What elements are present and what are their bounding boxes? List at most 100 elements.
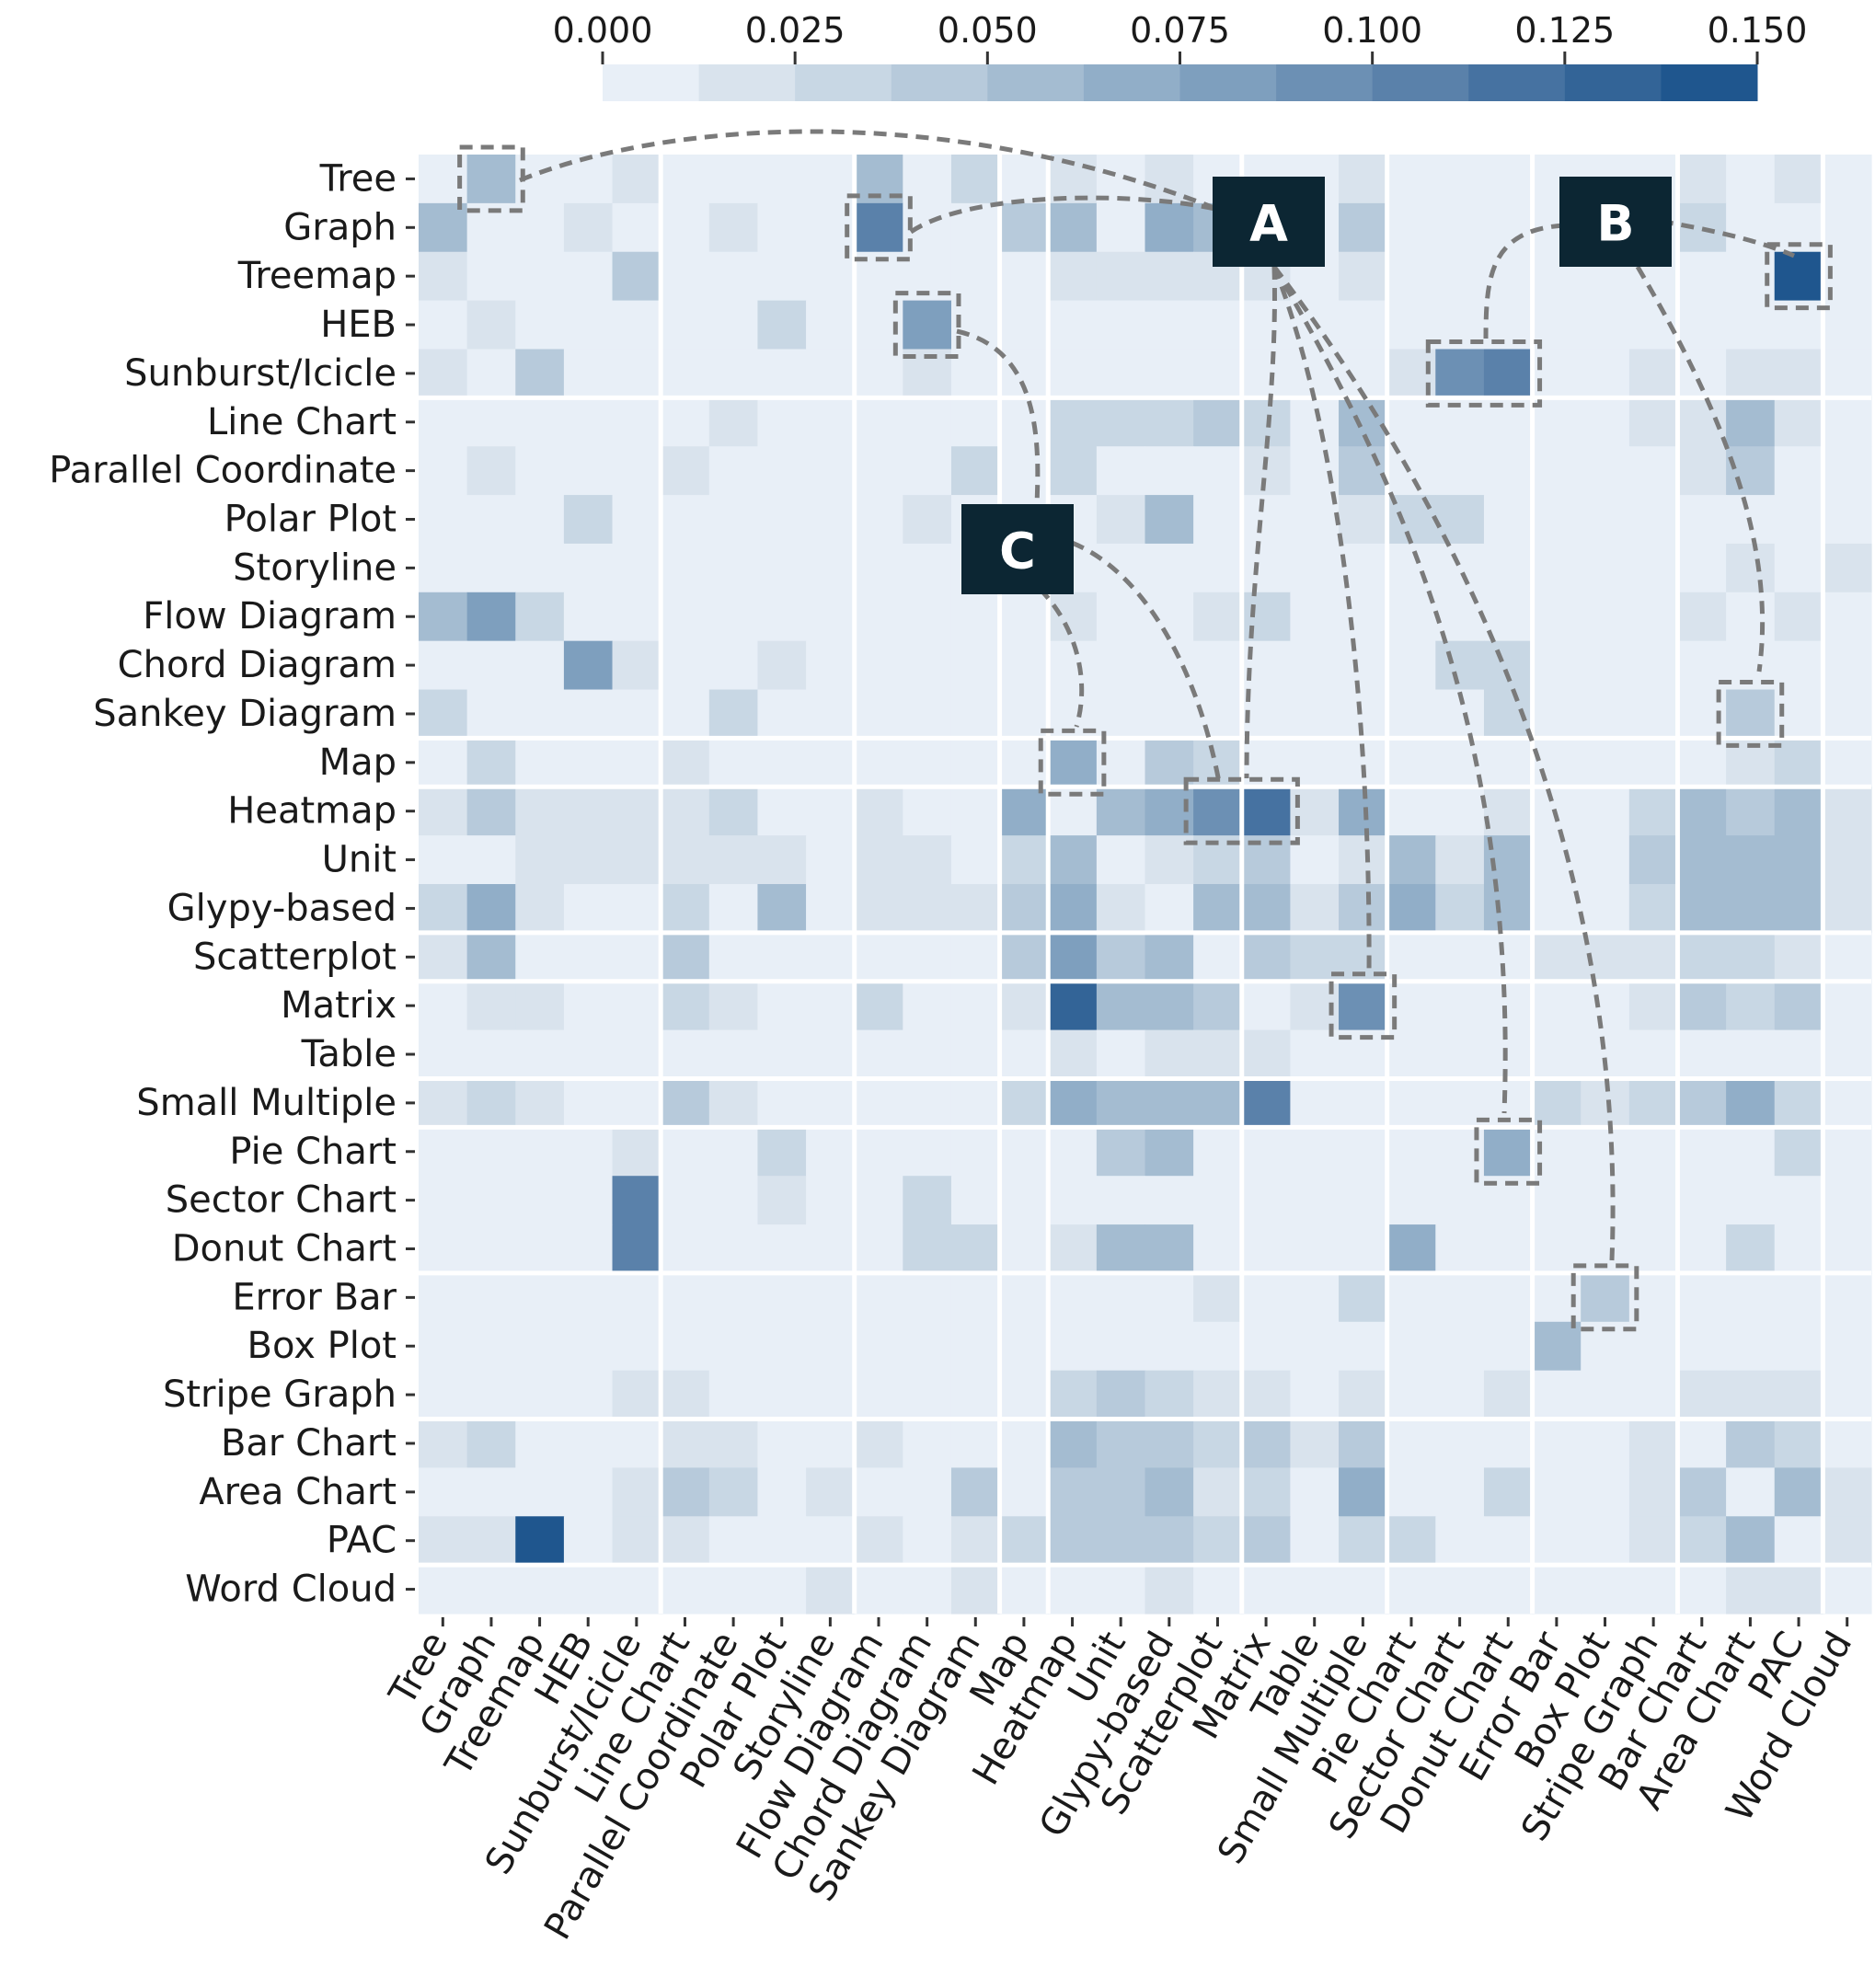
heatmap-cell-pie-chart-chord-diagram <box>903 1127 952 1177</box>
heatmap-cell-glypy-based-bar-chart <box>1677 884 1727 934</box>
heatmap-cell-sector-chart-unit <box>1096 1176 1146 1225</box>
heatmap-cell-error-bar-treemap <box>515 1272 565 1323</box>
heatmap-cell-table-box-plot <box>1581 1029 1630 1080</box>
heatmap-cell-stripe-graph-word-cloud <box>1823 1370 1872 1420</box>
heatmap-cell-line-chart-small-multiple <box>1339 397 1388 447</box>
heatmap-cell-glypy-based-sector-chart <box>1435 884 1485 934</box>
heatmap-cell-error-bar-scatterplot <box>1193 1272 1243 1323</box>
heatmap-cell-bar-chart-storyline <box>806 1419 856 1468</box>
heatmap-cell-unit-pie-chart <box>1386 835 1436 885</box>
heatmap-cell-scatterplot-matrix <box>1241 932 1291 983</box>
heatmap-cell-chord-diagram-pac <box>1774 640 1823 691</box>
heatmap-cell-glypy-based-tree <box>419 884 468 934</box>
heatmap-cell-error-bar-flow-diagram <box>854 1272 903 1323</box>
heatmap-cell-storyline-graph <box>466 543 516 593</box>
heatmap-cell-unit-heb <box>563 835 614 885</box>
heatmap-cell-matrix-scatterplot <box>1193 981 1243 1031</box>
heatmap-cell-chord-diagram-line-chart <box>661 640 710 691</box>
heatmap-cell-glypy-based-polar-plot <box>757 884 807 934</box>
heatmap-cell-unit-tree <box>419 835 468 885</box>
heatmap-cell-pie-chart-stripe-graph <box>1628 1127 1679 1177</box>
heatmap-cell-pac-scatterplot <box>1193 1516 1243 1566</box>
heatmap-cell-treemap-map <box>999 251 1049 302</box>
heatmap-cell-area-chart-heatmap <box>1048 1467 1098 1517</box>
heatmap-cell-stripe-graph-storyline <box>806 1370 856 1420</box>
heatmap-cell-treemap-line-chart <box>661 251 710 302</box>
heatmap-cell-chord-diagram-error-bar <box>1532 640 1582 691</box>
heatmap-cell-line-chart-treemap <box>515 397 565 447</box>
heatmap-cell-parallel-coordinate-chord-diagram <box>903 446 952 496</box>
heatmap-cell-polar-plot-chord-diagram <box>903 495 952 545</box>
y-tick-label-donut-chart: Donut Chart <box>172 1228 397 1270</box>
heatmap-cell-flow-diagram-graph <box>466 592 516 642</box>
heatmap-cell-donut-chart-stripe-graph <box>1628 1224 1679 1274</box>
heatmap-cell-pac-parallel-coordinate <box>708 1516 759 1566</box>
heatmap-cell-sankey-diagram-sankey-diagram <box>950 689 1001 739</box>
heatmap-cell-flow-diagram-line-chart <box>661 592 710 642</box>
heatmap-cell-sunburst-icicle-heatmap <box>1048 349 1098 398</box>
heatmap-cell-bar-chart-pie-chart <box>1386 1419 1436 1468</box>
heatmap-cell-pie-chart-area-chart <box>1726 1127 1776 1177</box>
heatmap-cell-pie-chart-scatterplot <box>1193 1127 1243 1177</box>
heatmap-cell-bar-chart-graph <box>466 1419 516 1468</box>
heatmap-cell-word-cloud-word-cloud <box>1823 1565 1872 1615</box>
heatmap-cell-treemap-tree <box>419 251 468 302</box>
heatmap-cell-word-cloud-small-multiple <box>1339 1565 1388 1615</box>
y-tick-label-glypy-based: Glypy-based <box>167 887 397 929</box>
y-tick-label-area-chart: Area Chart <box>199 1471 397 1513</box>
heatmap-cell-pie-chart-graph <box>466 1127 516 1177</box>
heatmap-cell-tree-parallel-coordinate <box>708 155 759 204</box>
heatmap-cell-small-multiple-sankey-diagram <box>950 1078 1001 1128</box>
heatmap-cell-word-cloud-line-chart <box>661 1565 710 1615</box>
heatmap-cell-map-polar-plot <box>757 738 807 787</box>
heatmap-cell-sankey-diagram-table <box>1290 689 1340 739</box>
heatmap-cell-sunburst-icicle-pac <box>1774 349 1823 398</box>
y-tick-label-sector-chart: Sector Chart <box>166 1179 397 1222</box>
heatmap-cell-donut-chart-treemap <box>515 1224 565 1274</box>
heatmap-cell-donut-chart-unit <box>1096 1224 1146 1274</box>
heatmap-cell-donut-chart-storyline <box>806 1224 856 1274</box>
heatmap-cell-parallel-coordinate-glypy-based <box>1145 446 1194 496</box>
heatmap-cell-error-bar-bar-chart <box>1677 1272 1727 1323</box>
heatmap-cell-sector-chart-pie-chart <box>1386 1176 1436 1225</box>
heatmap-cell-table-graph <box>466 1029 516 1080</box>
heatmap-cell-error-bar-donut-chart <box>1483 1272 1534 1323</box>
heatmap-cell-unit-parallel-coordinate <box>708 835 759 885</box>
heatmap-cell-scatterplot-area-chart <box>1726 932 1776 983</box>
heatmap-cell-stripe-graph-flow-diagram <box>854 1370 903 1420</box>
heatmap-cell-sector-chart-line-chart <box>661 1176 710 1225</box>
heatmap-cell-table-sunburst-icicle <box>612 1029 661 1080</box>
heatmap-cell-map-line-chart <box>661 738 710 787</box>
heatmap-cell-glypy-based-word-cloud <box>1823 884 1872 934</box>
heatmap-cell-box-plot-polar-plot <box>757 1321 807 1372</box>
heatmap-cell-sankey-diagram-sunburst-icicle <box>612 689 661 739</box>
heatmap-cell-error-bar-map <box>999 1272 1049 1323</box>
heatmap-cell-box-plot-tree <box>419 1321 468 1372</box>
heatmap-cell-polar-plot-word-cloud <box>1823 495 1872 545</box>
heatmap-cell-area-chart-box-plot <box>1581 1467 1630 1517</box>
heatmap-cell-heb-heb <box>563 300 614 350</box>
heatmap-cell-area-chart-small-multiple <box>1339 1467 1388 1517</box>
heatmap-cell-bar-chart-bar-chart <box>1677 1419 1727 1468</box>
heatmap-cell-sunburst-icicle-table <box>1290 349 1340 398</box>
heatmap-cell-sector-chart-sector-chart <box>1435 1176 1485 1225</box>
heatmap-cell-word-cloud-box-plot <box>1581 1565 1630 1615</box>
heatmap-cell-sector-chart-map <box>999 1176 1049 1225</box>
heatmap-cell-donut-chart-pie-chart <box>1386 1224 1436 1274</box>
heatmap-cell-sector-chart-box-plot <box>1581 1176 1630 1225</box>
heatmap-cell-tree-chord-diagram <box>903 155 952 204</box>
heatmap-cell-pie-chart-heb <box>563 1127 614 1177</box>
heatmap-cell-pac-sankey-diagram <box>950 1516 1001 1566</box>
heatmap-cell-chord-diagram-heb <box>563 640 614 691</box>
heatmap-cell-scatterplot-sector-chart <box>1435 932 1485 983</box>
heatmap-cell-line-chart-scatterplot <box>1193 397 1243 447</box>
heatmap-cell-heatmap-donut-chart <box>1483 787 1534 836</box>
heatmap-cell-matrix-graph <box>466 981 516 1031</box>
heatmap-cell-table-storyline <box>806 1029 856 1080</box>
heatmap-cell-word-cloud-table <box>1290 1565 1340 1615</box>
heatmap-cell-treemap-pac <box>1774 251 1823 302</box>
heatmap-cell-map-sankey-diagram <box>950 738 1001 787</box>
heatmap-cell-scatterplot-line-chart <box>661 932 710 983</box>
heatmap-cell-glypy-based-pac <box>1774 884 1823 934</box>
heatmap-cell-tree-storyline <box>806 155 856 204</box>
